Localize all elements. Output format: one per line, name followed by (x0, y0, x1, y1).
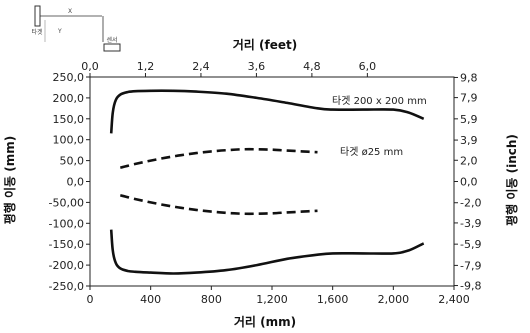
x-bottom-tick-label: 800 (201, 293, 222, 306)
y-left-tick-label: 100,0 (53, 134, 85, 147)
right-axis-title: 평행 이동 (inch) (504, 134, 519, 226)
diagram-y-label: Y (57, 28, 62, 35)
left-axis-title: 평행 이동 (mm) (2, 136, 17, 225)
x-top-tick-label: 2,4 (192, 60, 210, 73)
axes-group: 0 400 800 1,200 1,600 2,000 2,400 0,0 1,2 2,4 3,6 4… (49, 60, 482, 306)
annotation-small-target: 타겟 ø25 mm (340, 146, 403, 158)
y-right-tick-label: 2,0 (460, 154, 478, 167)
series-group (109, 89, 425, 275)
y-right-tick-label: -3,9 (460, 217, 481, 230)
x-bottom-tick-label: 0 (87, 293, 94, 306)
y-left-tick-label: 200,0 (53, 92, 85, 105)
y-left-tick-label: -50,00 (49, 196, 84, 209)
small-target-upper-curve (120, 147, 318, 169)
x-top-tick-label: 3,6 (248, 60, 266, 73)
y-left-tick-label: -250,0 (49, 280, 84, 293)
plot-frame (89, 76, 455, 287)
y-left-tick-label: 50,0 (60, 155, 85, 168)
y-left-tick-label: 0,0 (67, 176, 85, 189)
x-bottom-tick-label: 1,200 (256, 293, 288, 306)
y-left-tick-label: 150,0 (53, 113, 85, 126)
diagram-x-label: X (68, 8, 72, 15)
y-right-tick-label: -9,8 (460, 280, 481, 293)
y-right-tick-label: -5,9 (460, 238, 481, 251)
y-left-tick-label: -100,0 (49, 217, 84, 230)
y-right-tick-label: -2,0 (460, 197, 481, 210)
y-left-tick-label: 250,0 (53, 71, 85, 84)
bottom-axis-title: 거리 (mm) (234, 314, 296, 329)
y-left-tick-label: -150,0 (49, 238, 84, 251)
x-top-tick-label: 1,2 (137, 60, 155, 73)
y-right-tick-label: 9,8 (460, 71, 478, 84)
diagram-sensor-label: 센서 (106, 36, 117, 44)
large-target-upper-curve (109, 89, 425, 134)
x-top-tick-label: 4,8 (303, 60, 321, 73)
x-top-tick-label: 0,0 (81, 60, 99, 73)
x-bottom-tick-label: 400 (140, 293, 161, 306)
y-right-tick-label: 7,9 (460, 92, 478, 105)
large-target-lower-curve (109, 229, 425, 275)
y-right-tick-label: 5,9 (460, 113, 478, 126)
y-right-tick-label: -7,9 (460, 259, 481, 272)
y-right-tick-label: 3,9 (460, 134, 478, 147)
annotation-large-target: 타겟 200 x 200 mm (332, 95, 427, 107)
x-bottom-tick-label: 1,600 (317, 293, 349, 306)
setup-diagram: X Y 타겟 센서 (31, 5, 121, 52)
target-shape (34, 5, 41, 27)
y-left-tick-label: -200,0 (49, 259, 84, 272)
small-target-lower-curve (120, 194, 318, 216)
top-axis-title: 거리 (feet) (233, 37, 297, 52)
sensor-shape (103, 43, 121, 52)
x-bottom-tick-label: 2,400 (438, 293, 470, 306)
x-top-tick-label: 6,0 (359, 60, 377, 73)
x-bottom-tick-label: 2,000 (378, 293, 410, 306)
y-right-tick-label: 0,0 (460, 176, 478, 189)
diagram-target-label: 타겟 (31, 28, 43, 36)
